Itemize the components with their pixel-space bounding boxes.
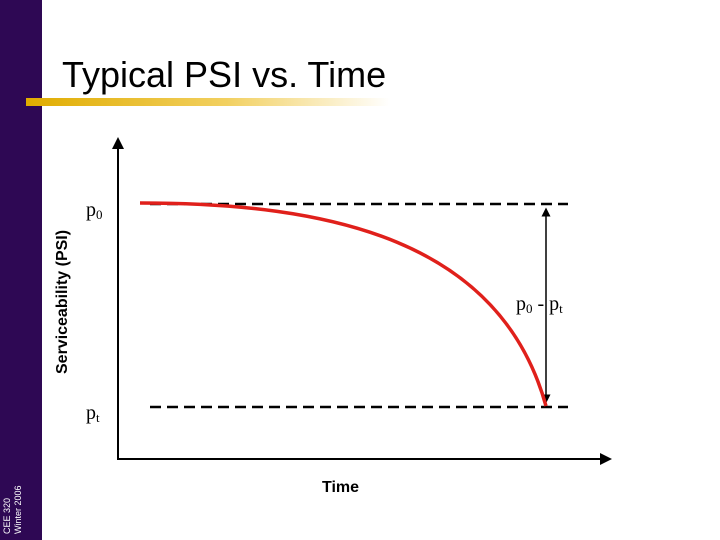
page-title: Typical PSI vs. Time (62, 54, 387, 95)
title-underline (26, 98, 390, 106)
psi-curve (139, 201, 548, 407)
x-axis-label: Time (322, 479, 360, 496)
terminal-psi-label: pt (86, 402, 100, 425)
psi-difference-label: p0 - pt (516, 293, 563, 316)
initial-psi-label: p0 (86, 199, 103, 222)
sidebar-band (0, 0, 42, 540)
